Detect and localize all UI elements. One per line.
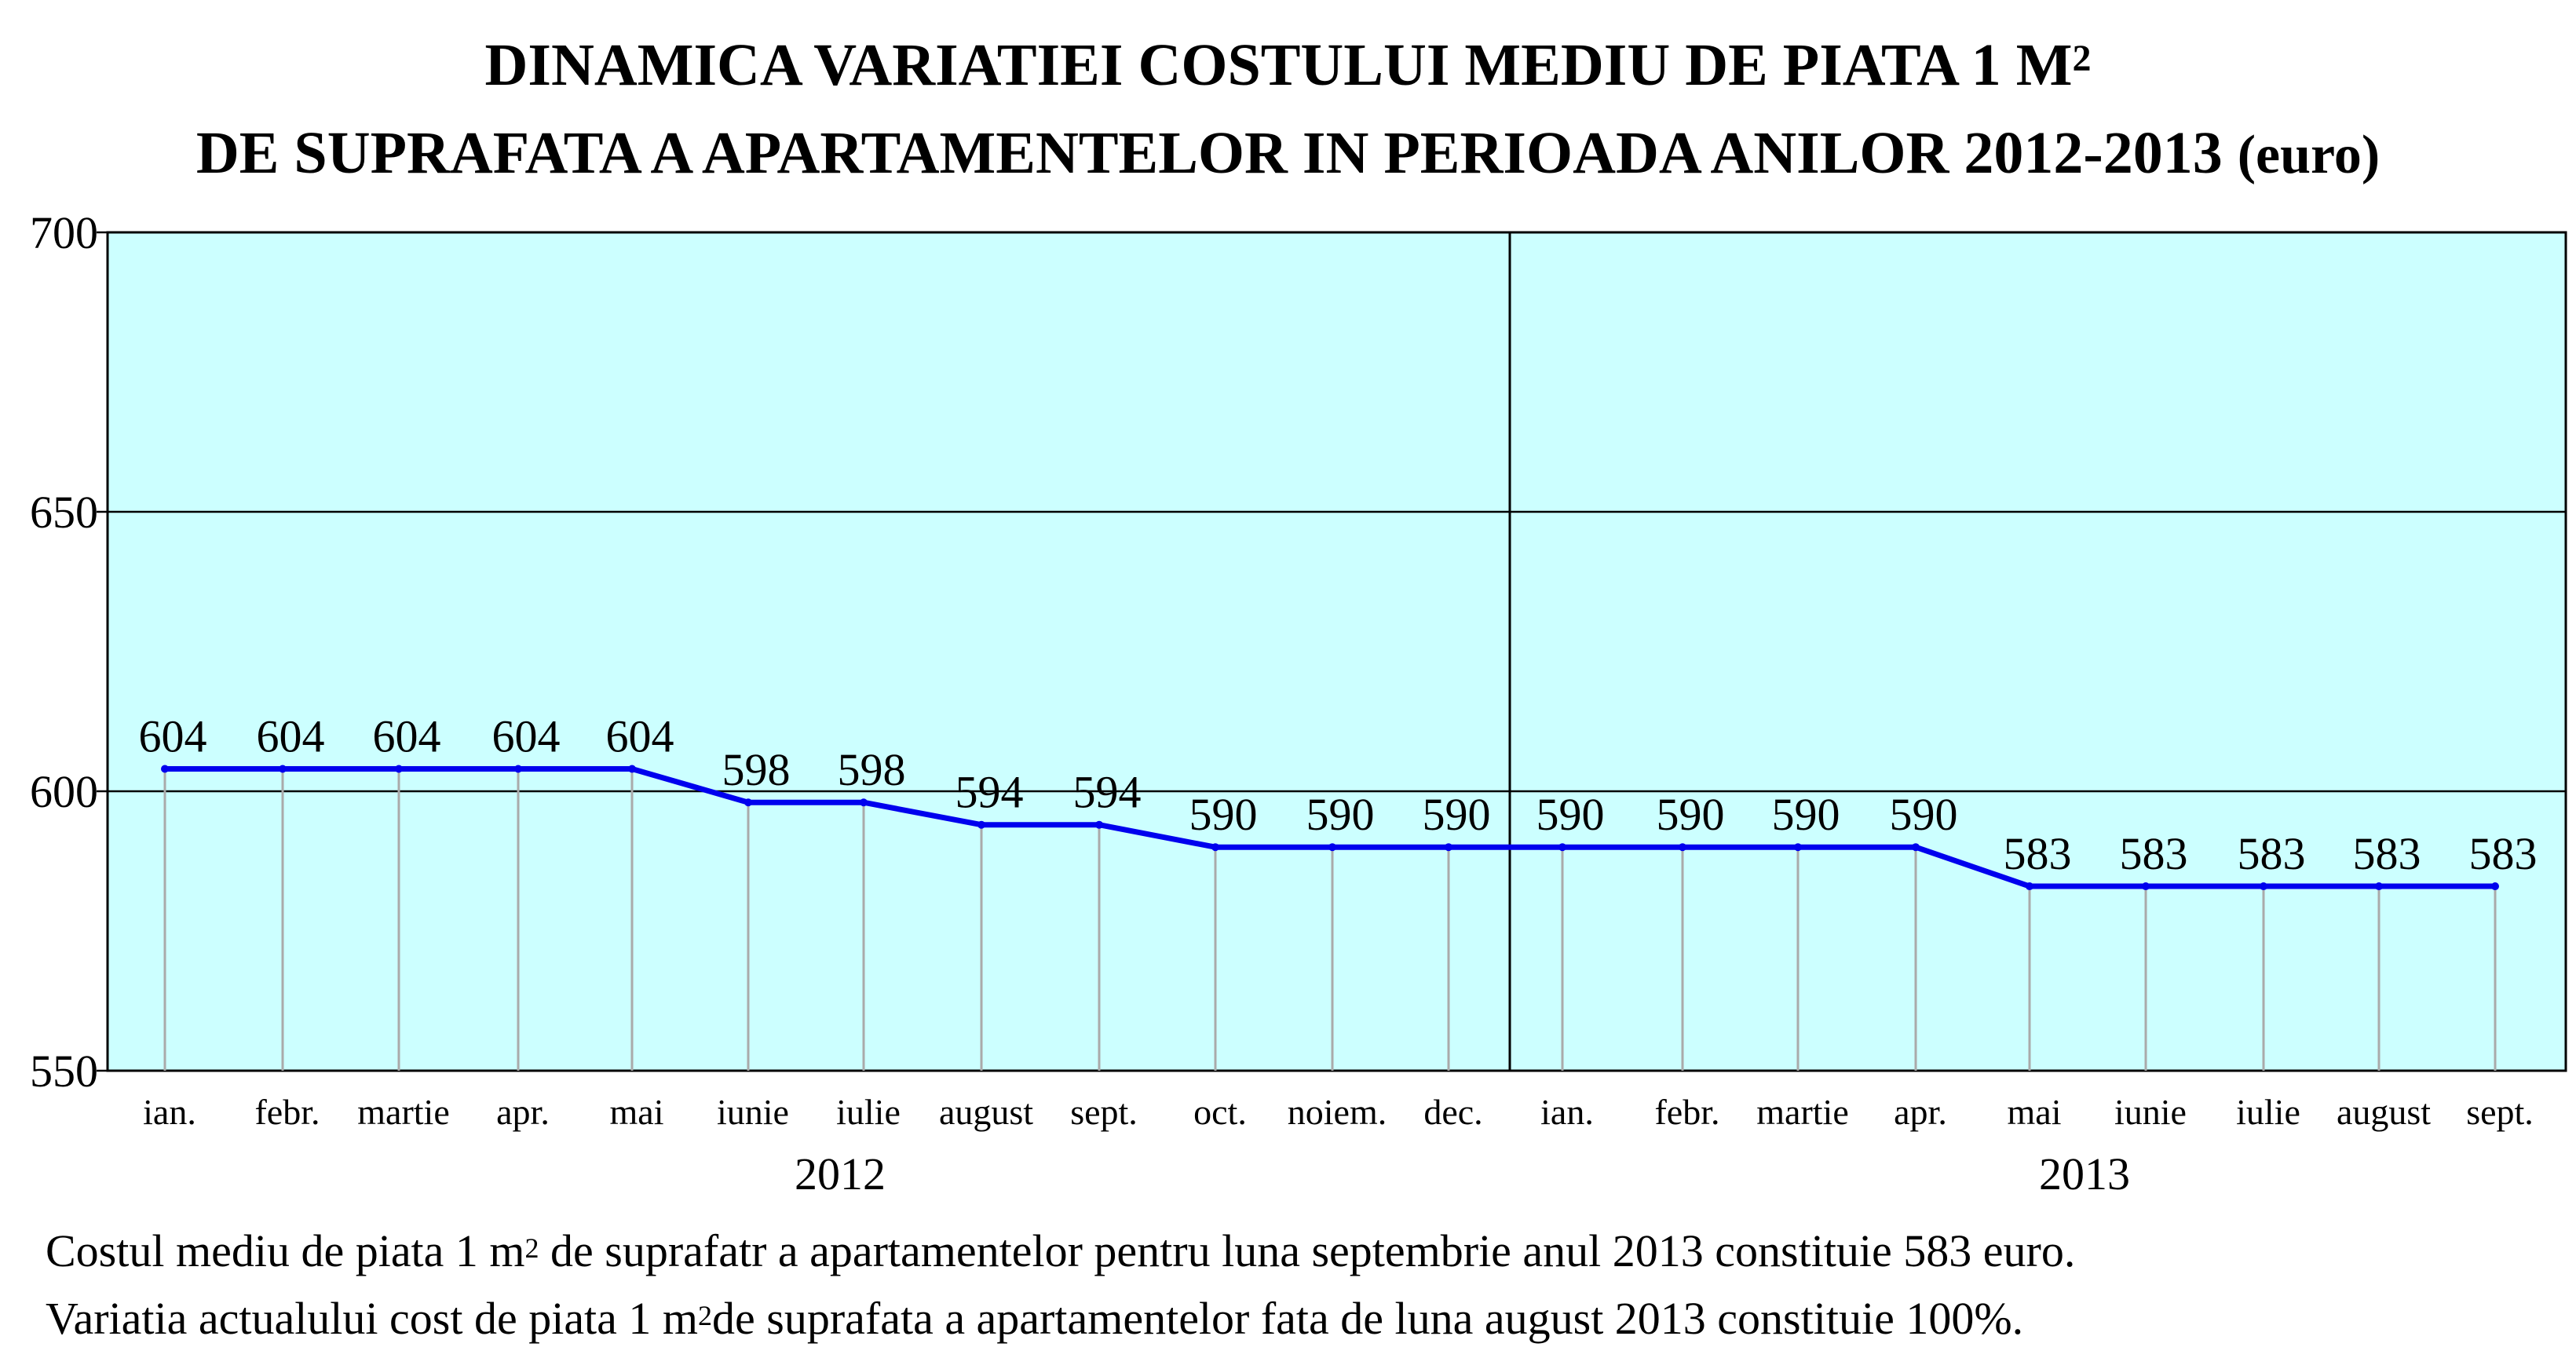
month-label: dec. xyxy=(1423,1092,1482,1132)
chart-title-line1: DINAMICA VARIATIEI COSTULUI MEDIU DE PIA… xyxy=(0,30,2576,100)
data-label: 583 xyxy=(2120,828,2188,879)
title-superscript: 2 xyxy=(2072,38,2092,79)
data-point xyxy=(395,765,403,773)
year-label: 2012 xyxy=(795,1148,886,1193)
month-label: ian. xyxy=(143,1092,196,1132)
data-point xyxy=(628,765,636,773)
month-label: august xyxy=(939,1092,1033,1132)
data-label: 590 xyxy=(1772,789,1840,840)
year-label: 2013 xyxy=(2039,1148,2130,1193)
month-label: noiem. xyxy=(1288,1092,1387,1132)
month-label: iulie xyxy=(2236,1092,2300,1132)
y-tick-label: 650 xyxy=(30,487,98,538)
data-label: 583 xyxy=(2238,828,2306,879)
data-label: 590 xyxy=(1657,789,1725,840)
data-label: 583 xyxy=(2004,828,2072,879)
month-label: sept. xyxy=(1070,1092,1138,1132)
month-label: oct. xyxy=(1193,1092,1247,1132)
month-label: apr. xyxy=(496,1092,550,1132)
data-label: 583 xyxy=(2353,828,2421,879)
data-point xyxy=(1445,843,1452,852)
month-label: ian. xyxy=(1540,1092,1594,1132)
footer-line1-start: Costul mediu de piata 1 m xyxy=(46,1225,525,1276)
month-label: febr. xyxy=(254,1092,320,1132)
data-point xyxy=(860,798,868,807)
y-tick-label: 700 xyxy=(30,207,98,258)
line-chart: 550 600 650 700 604 604 604 604 604 598 598 594 594 5… xyxy=(30,207,2567,1193)
data-point xyxy=(279,765,287,773)
data-point xyxy=(2375,882,2383,891)
data-label: 604 xyxy=(492,711,561,762)
data-label: 604 xyxy=(257,711,325,762)
data-point xyxy=(2260,882,2267,891)
y-tick-label: 600 xyxy=(30,766,98,817)
month-label: martie xyxy=(1756,1092,1849,1132)
data-point xyxy=(2026,882,2033,891)
month-label: iulie xyxy=(836,1092,901,1132)
month-label: martie xyxy=(357,1092,450,1132)
month-label: mai xyxy=(2008,1092,2062,1132)
data-point xyxy=(977,820,985,829)
title-unit: (euro) xyxy=(2237,125,2381,185)
data-label: 590 xyxy=(1890,789,1958,840)
data-point xyxy=(1912,843,1920,852)
data-label: 590 xyxy=(1306,789,1375,840)
month-label: iunie xyxy=(2114,1092,2187,1132)
data-label: 598 xyxy=(838,744,906,795)
data-point xyxy=(161,765,169,773)
month-label: iunie xyxy=(717,1092,789,1132)
footer-line1-end: de suprafatr a apartamentelor pentru lun… xyxy=(539,1225,2076,1276)
data-point xyxy=(1558,843,1566,852)
data-point xyxy=(514,765,522,773)
month-label: sept. xyxy=(2466,1092,2534,1132)
data-point xyxy=(1095,820,1103,829)
title-line2-text: DE SUPRAFATA A APARTAMENTELOR IN PERIOAD… xyxy=(195,120,2223,186)
data-point xyxy=(1328,843,1336,852)
data-point xyxy=(1679,843,1686,852)
data-label: 598 xyxy=(722,744,791,795)
y-tick-label: 550 xyxy=(30,1046,98,1097)
footer-line2-start: Variatia actualului cost de piata 1 m xyxy=(46,1293,699,1344)
data-point xyxy=(2142,882,2150,891)
data-point xyxy=(744,798,752,807)
footer-note-1: Costul mediu de piata 1 m2 de suprafatr … xyxy=(46,1226,2075,1276)
title-line1-text: DINAMICA VARIATIEI COSTULUI MEDIU DE PIA… xyxy=(484,32,2073,98)
month-label: apr. xyxy=(1894,1092,1947,1132)
month-label: august xyxy=(2337,1092,2431,1132)
footer-line1-sup: 2 xyxy=(524,1232,539,1264)
data-label: 590 xyxy=(1189,789,1258,840)
data-label: 604 xyxy=(373,711,441,762)
data-label: 583 xyxy=(2469,828,2538,879)
chart-title-line2: DE SUPRAFATA A APARTAMENTELOR IN PERIOAD… xyxy=(0,118,2576,191)
month-label: mai xyxy=(610,1092,664,1132)
data-point xyxy=(1794,843,1802,852)
footer-line2-sup: 2 xyxy=(698,1300,713,1331)
data-label: 590 xyxy=(1536,789,1605,840)
data-point xyxy=(2491,882,2499,891)
data-label: 594 xyxy=(1073,767,1142,818)
data-label: 594 xyxy=(955,767,1024,818)
data-label: 590 xyxy=(1423,789,1491,840)
data-label: 604 xyxy=(606,711,674,762)
plot-area xyxy=(106,231,2567,1072)
footer-note-2: Variatia actualului cost de piata 1 m2de… xyxy=(46,1294,2023,1344)
data-point xyxy=(1211,843,1219,852)
footer-line2-end: de suprafata a apartamentelor fata de lu… xyxy=(712,1293,2024,1344)
month-label: febr. xyxy=(1654,1092,1719,1132)
data-label: 604 xyxy=(139,711,207,762)
